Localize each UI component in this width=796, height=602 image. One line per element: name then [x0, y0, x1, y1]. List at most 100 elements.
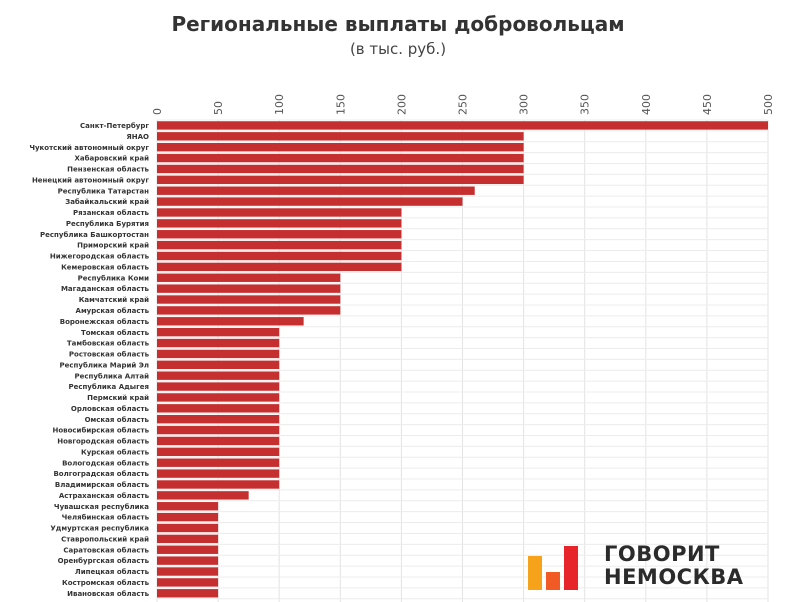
x-tick-label: 150 [334, 94, 347, 115]
bar [157, 404, 280, 413]
bars [157, 121, 768, 598]
category-label: Хабаровский край [74, 155, 149, 163]
category-labels: Санкт-Петербург ЯНАО Чукотский автономный … [29, 122, 149, 598]
x-tick-label: 0 [151, 108, 164, 115]
bar [157, 186, 475, 195]
category-label: Амурская область [76, 307, 150, 315]
bar [157, 556, 219, 565]
category-label: Чукотский автономный округ [29, 144, 149, 152]
bar [157, 502, 219, 511]
x-tick-label: 100 [273, 94, 286, 115]
bar [157, 436, 280, 446]
bar [157, 447, 280, 457]
category-label: Пензенская область [67, 166, 149, 174]
x-tick-label: 350 [579, 94, 592, 115]
category-label: Курская область [81, 448, 150, 456]
category-label: Липецкая область [75, 568, 150, 576]
category-label: Удмуртская республика [50, 525, 149, 533]
bar [157, 295, 341, 304]
category-label: Воронежская область [60, 318, 150, 326]
logo-bars-icon [528, 546, 578, 590]
chart-subtitle: (в тыс. руб.) [349, 40, 447, 58]
category-label: Владимирская область [55, 481, 150, 489]
category-label: Пермский край [87, 394, 149, 402]
bar [157, 480, 280, 489]
category-label: Магаданская область [61, 285, 150, 293]
bar [157, 393, 280, 402]
logo-bar-1 [528, 556, 542, 590]
bar [157, 273, 341, 282]
bar [157, 230, 402, 239]
bar [157, 415, 280, 424]
bar [157, 164, 524, 174]
bar [157, 132, 524, 141]
bar [157, 589, 219, 598]
category-label: Рязанская область [73, 209, 150, 217]
category-label: Ивановская область [67, 590, 149, 598]
x-tick-label: 50 [212, 101, 225, 115]
bar [157, 578, 219, 587]
bar [157, 219, 402, 228]
category-label: Новгородская область [57, 438, 149, 446]
category-label: Томская область [81, 329, 150, 337]
x-tick-label: 500 [762, 94, 775, 115]
bar [157, 143, 524, 152]
category-label: Камчатский край [79, 296, 149, 304]
bar [157, 284, 341, 293]
category-label: Забайкальский край [65, 198, 149, 206]
category-label: Приморский край [77, 242, 149, 250]
bar [157, 534, 219, 544]
category-label: Ростовская область [69, 351, 150, 359]
brand-logo: ГОВОРИТ НЕМОСКВА [528, 543, 778, 593]
bar [157, 262, 402, 272]
category-label: Республика Алтай [75, 372, 150, 380]
category-label: Республика Коми [78, 274, 150, 282]
category-label: Костромская область [62, 579, 150, 587]
bar [157, 523, 219, 533]
x-axis-ticks: 0 50 100 150 200 250 300 350 400 450 500 [151, 94, 775, 115]
category-label: Республика Адыгея [68, 383, 149, 391]
bar [157, 153, 524, 163]
bar [157, 371, 280, 380]
bar [157, 327, 280, 337]
x-tick-label: 200 [395, 94, 408, 115]
x-tick-label: 450 [701, 94, 714, 115]
bar [157, 512, 219, 522]
bar [157, 175, 524, 185]
bar [157, 382, 280, 391]
bar [157, 208, 402, 217]
category-label: Кемеровская область [61, 263, 149, 271]
category-label: Саратовская область [63, 546, 149, 554]
chart-title: Региональные выплаты добровольцам [171, 12, 625, 36]
category-label: Ставропольский край [61, 535, 149, 543]
bar [157, 469, 280, 478]
logo-bar-3 [564, 546, 578, 590]
category-label: Республика Марий Эл [60, 361, 149, 369]
bar [157, 317, 304, 326]
bar [157, 338, 280, 348]
logo-bar-2 [546, 572, 560, 590]
logo-line-1: ГОВОРИТ [604, 542, 720, 566]
category-label: Волгоградская область [53, 470, 149, 478]
category-label: Омская область [85, 416, 150, 424]
category-label: Республика Башкортостан [40, 231, 149, 239]
bar [157, 360, 280, 369]
logo-text: ГОВОРИТ НЕМОСКВА [604, 543, 744, 589]
bar [157, 349, 280, 359]
bar [157, 240, 402, 250]
category-label: Ненецкий автономный округ [32, 176, 149, 184]
bar [157, 121, 768, 130]
category-label: Санкт-Петербург [80, 122, 149, 130]
category-label: ЯНАО [126, 133, 149, 141]
bar [157, 458, 280, 467]
category-label: Орловская область [71, 405, 150, 413]
bar [157, 425, 280, 435]
category-label: Тамбовская область [67, 340, 150, 348]
category-label: Оренбургская область [58, 557, 150, 565]
logo-line-2: НЕМОСКВА [604, 565, 744, 589]
category-label: Вологодская область [62, 459, 150, 467]
category-label: Республика Бурятия [66, 220, 149, 228]
bar [157, 567, 219, 576]
bar [157, 251, 402, 261]
